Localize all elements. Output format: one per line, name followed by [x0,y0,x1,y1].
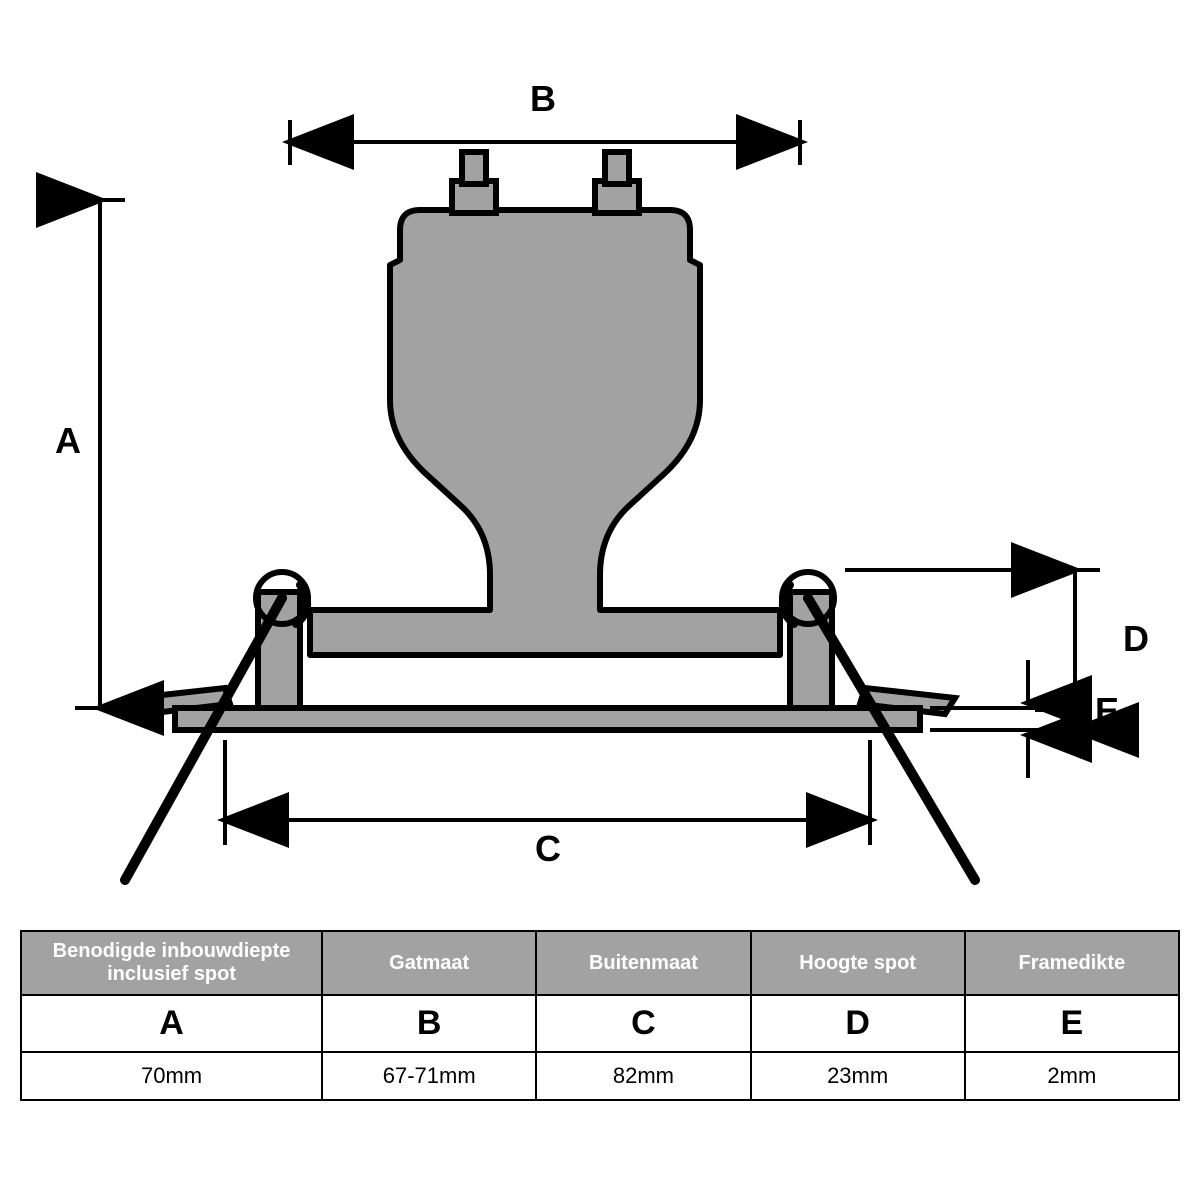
diagram-svg [0,0,1200,920]
table-row: A B C D E [21,995,1179,1052]
spec-table: Benodigde inbouwdiepte inclusief spot Ga… [20,930,1180,1101]
col-header: Gatmaat [322,931,536,995]
col-header: Framedikte [965,931,1179,995]
dim-E [930,660,1080,778]
dim-B [290,120,800,165]
dimension-diagram: A B C D E [0,0,1200,920]
col-letter: B [322,995,536,1052]
col-letter: A [21,995,322,1052]
table-row: 70mm 67-71mm 82mm 23mm 2mm [21,1052,1179,1100]
table-row: Benodigde inbouwdiepte inclusief spot Ga… [21,931,1179,995]
label-C: C [535,828,561,870]
label-B: B [530,78,556,120]
col-header: Hoogte spot [751,931,965,995]
col-value: 2mm [965,1052,1179,1100]
dim-A [75,200,125,708]
col-letter: E [965,995,1179,1052]
dimension-table: Benodigde inbouwdiepte inclusief spot Ga… [20,930,1180,1101]
col-value: 23mm [751,1052,965,1100]
col-value: 82mm [536,1052,750,1100]
label-D: D [1123,618,1149,660]
col-value: 70mm [21,1052,322,1100]
bulb-body [310,210,780,655]
col-header: Benodigde inbouwdiepte inclusief spot [21,931,322,995]
col-value: 67-71mm [322,1052,536,1100]
col-letter: C [536,995,750,1052]
bulb-pins [452,152,639,213]
frame-flange [175,708,920,730]
col-header: Buitenmaat [536,931,750,995]
label-A: A [55,420,81,462]
label-E: E [1095,690,1119,732]
col-letter: D [751,995,965,1052]
